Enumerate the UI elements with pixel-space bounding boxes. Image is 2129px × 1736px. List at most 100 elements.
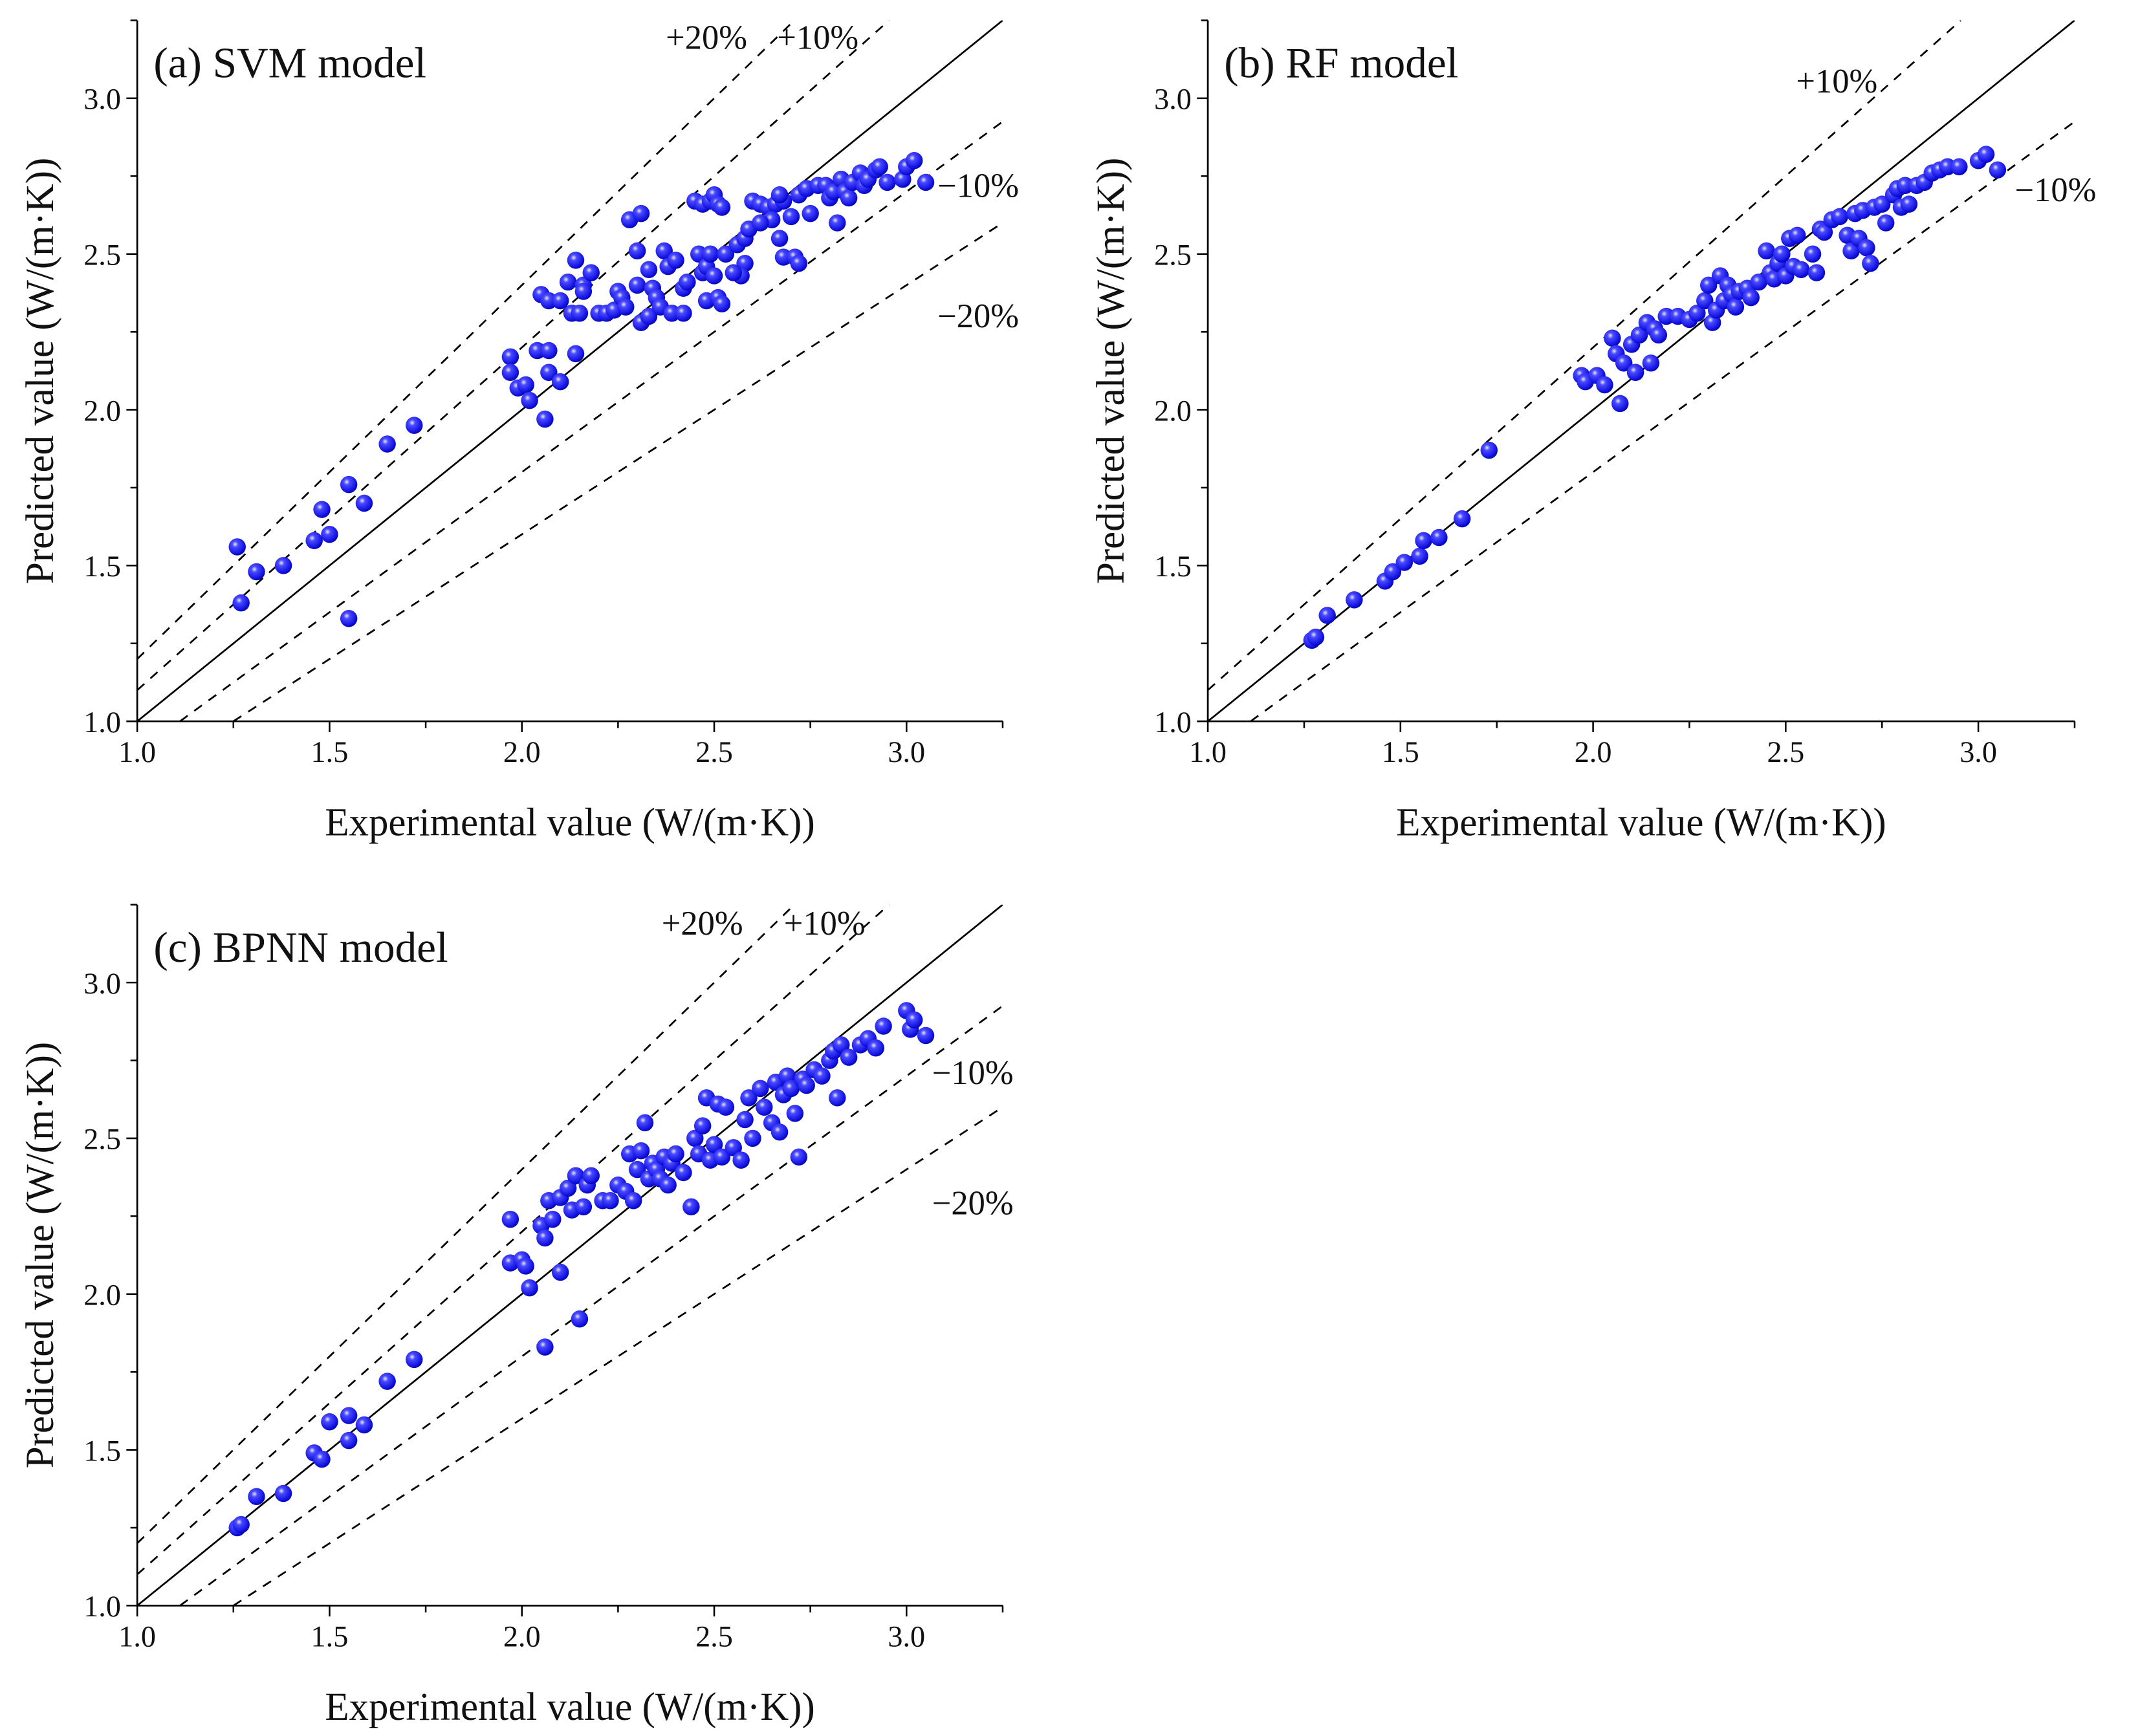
x-tick-label: 1.0 (118, 735, 156, 768)
error-band-line (1208, 20, 1961, 691)
data-point (274, 1484, 292, 1503)
y-axis-title: Predicted value (W/(m·K)) (19, 158, 62, 584)
data-point (1873, 195, 1891, 213)
error-band-line (179, 1005, 1003, 1606)
x-tick-label: 3.0 (888, 1620, 925, 1653)
y-tick-label: 3.0 (1154, 83, 1192, 116)
data-point (321, 1413, 338, 1431)
data-point (1411, 547, 1428, 565)
data-point (1688, 305, 1706, 322)
data-point (840, 189, 858, 207)
data-point (705, 1136, 723, 1153)
data-point (540, 342, 558, 360)
data-point (740, 1089, 758, 1107)
data-point (406, 1351, 423, 1369)
data-point (917, 1026, 935, 1045)
data-point (632, 1142, 650, 1160)
x-tick-label: 2.0 (503, 735, 541, 768)
error-band-line (1250, 120, 2075, 722)
y-tick-label: 1.5 (83, 550, 121, 583)
data-point (867, 1039, 884, 1057)
error-band-label: −10% (2015, 171, 2097, 209)
data-point (551, 373, 569, 391)
x-tick-label: 3.0 (1960, 735, 1997, 768)
data-point (636, 1114, 654, 1132)
reference-lines (137, 904, 1003, 1606)
data-point (790, 1148, 808, 1166)
y-tick-label: 2.0 (1154, 394, 1192, 427)
data-point (624, 1192, 642, 1210)
x-tick-label: 1.0 (1189, 735, 1227, 768)
data-point (1862, 254, 1879, 272)
data-point (1430, 528, 1448, 547)
data-point (551, 292, 569, 310)
data-point (782, 208, 800, 226)
data-point (829, 1089, 846, 1107)
data-point (1807, 264, 1826, 281)
data-point (813, 1067, 831, 1085)
data-point (1415, 532, 1432, 550)
data-point (713, 295, 731, 313)
y-axis-title: Predicted value (W/(m·K)) (19, 1042, 62, 1468)
data-point (582, 1167, 600, 1184)
data-point (802, 204, 819, 222)
data-point (1615, 354, 1633, 372)
data-point (378, 1373, 396, 1390)
data-point (725, 1139, 742, 1156)
y-tick-label: 1.0 (1154, 706, 1192, 739)
x-tick-label: 2.5 (1767, 735, 1804, 768)
panel-title: (b) RF model (1224, 39, 1458, 87)
data-point (536, 1338, 554, 1356)
data-point (693, 1117, 712, 1134)
data-point (655, 242, 673, 260)
reference-lines (137, 20, 1003, 722)
error-band-label: −20% (932, 1185, 1014, 1222)
error-band-line (137, 904, 795, 1545)
data-point (536, 410, 554, 428)
x-axis-title: Experimental value (W/(m·K)) (325, 1686, 814, 1729)
data-point (1611, 395, 1629, 413)
data-point (667, 252, 684, 269)
data-point (1318, 607, 1336, 624)
data-point (1480, 441, 1498, 459)
data-point (1604, 329, 1621, 347)
y-tick-label: 3.0 (83, 967, 121, 1000)
error-band-label: +20% (662, 905, 743, 942)
data-point (879, 173, 896, 191)
data-point (617, 298, 635, 316)
data-point (725, 264, 742, 281)
data-point (1804, 245, 1822, 263)
panel-2: 1.0 1.5 2.0 2.5 3.0 1.0 1.5 2.0 2.5 3.0 Experiment… (19, 904, 1014, 1729)
data-point (790, 254, 808, 272)
data-point (1877, 214, 1895, 232)
data-point (917, 173, 935, 191)
data-point (1950, 158, 1968, 176)
identity-line (137, 904, 1003, 1606)
error-band-line (233, 222, 1003, 722)
panel-title: (a) SVM model (153, 39, 426, 87)
data-point (313, 501, 331, 518)
x-tick-label: 2.5 (695, 735, 733, 768)
data-point (305, 532, 323, 550)
data-point (682, 1198, 700, 1216)
data-point (798, 1076, 815, 1094)
data-point (1742, 288, 1760, 307)
y-tick-label: 1.5 (1154, 550, 1192, 583)
data-point (1773, 245, 1791, 263)
data-point (378, 435, 396, 453)
x-tick-label: 3.0 (888, 735, 925, 768)
scatter-points (228, 1002, 935, 1537)
data-point (340, 610, 358, 627)
x-tick-label: 2.0 (1575, 735, 1612, 768)
data-point (340, 475, 358, 494)
data-point (1900, 195, 1918, 213)
error-band-label: +10% (1796, 63, 1877, 100)
data-point (717, 245, 735, 263)
data-point (1831, 208, 1848, 226)
error-band-line (137, 904, 890, 1576)
data-point (1650, 326, 1668, 344)
error-band-line (137, 20, 795, 660)
data-point (1307, 628, 1325, 646)
data-point (1395, 554, 1414, 571)
data-point (232, 594, 250, 612)
